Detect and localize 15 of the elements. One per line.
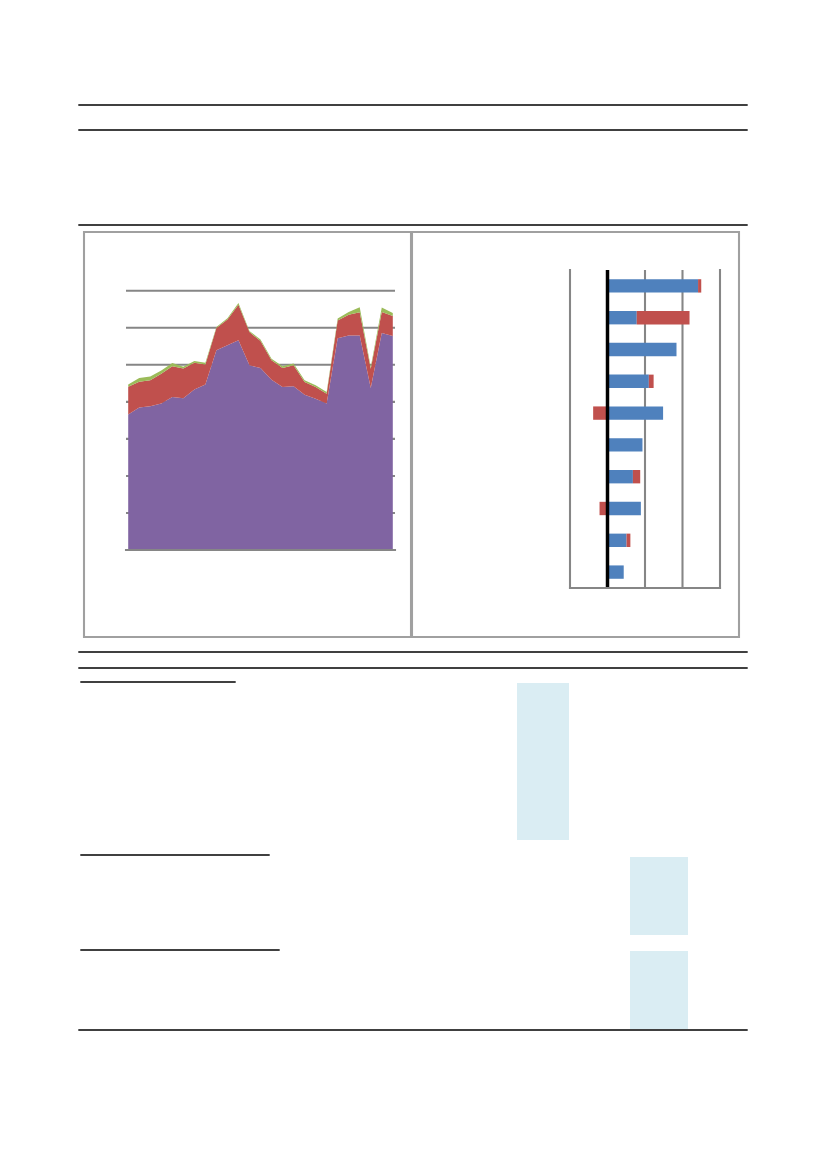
bar bbox=[607, 501, 641, 516]
bar bbox=[607, 311, 637, 325]
bar bbox=[636, 311, 690, 325]
bar bbox=[607, 470, 633, 484]
bar bbox=[607, 533, 627, 547]
bar bbox=[607, 406, 664, 420]
bar bbox=[607, 438, 643, 452]
bar bbox=[648, 374, 654, 388]
bar bbox=[607, 374, 649, 388]
bar bbox=[593, 406, 608, 420]
bar bbox=[607, 342, 677, 357]
bar bbox=[607, 565, 624, 579]
bar bbox=[632, 470, 641, 484]
bar bbox=[607, 279, 699, 293]
bar bbox=[698, 279, 702, 293]
